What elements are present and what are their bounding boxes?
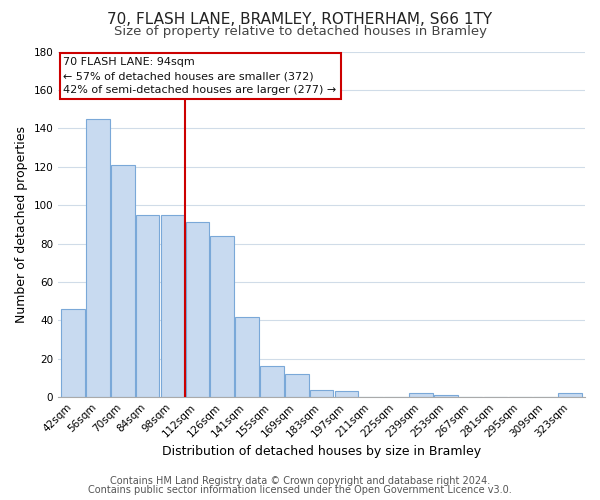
Bar — [185, 222, 209, 397]
Bar — [61, 309, 85, 397]
Bar — [161, 215, 184, 397]
Text: Size of property relative to detached houses in Bramley: Size of property relative to detached ho… — [113, 25, 487, 38]
Bar — [86, 118, 110, 397]
Bar — [558, 394, 582, 397]
Y-axis label: Number of detached properties: Number of detached properties — [15, 126, 28, 323]
Bar — [235, 316, 259, 397]
Bar — [335, 392, 358, 397]
Text: 70, FLASH LANE, BRAMLEY, ROTHERHAM, S66 1TY: 70, FLASH LANE, BRAMLEY, ROTHERHAM, S66 … — [107, 12, 493, 28]
Bar — [136, 215, 160, 397]
Bar — [434, 396, 458, 397]
Bar — [211, 236, 234, 397]
Bar — [111, 165, 134, 397]
Text: Contains HM Land Registry data © Crown copyright and database right 2024.: Contains HM Land Registry data © Crown c… — [110, 476, 490, 486]
Text: Contains public sector information licensed under the Open Government Licence v3: Contains public sector information licen… — [88, 485, 512, 495]
Bar — [285, 374, 308, 397]
Bar — [260, 366, 284, 397]
Bar — [310, 390, 334, 397]
X-axis label: Distribution of detached houses by size in Bramley: Distribution of detached houses by size … — [162, 444, 481, 458]
Bar — [409, 394, 433, 397]
Text: 70 FLASH LANE: 94sqm
← 57% of detached houses are smaller (372)
42% of semi-deta: 70 FLASH LANE: 94sqm ← 57% of detached h… — [64, 56, 337, 96]
